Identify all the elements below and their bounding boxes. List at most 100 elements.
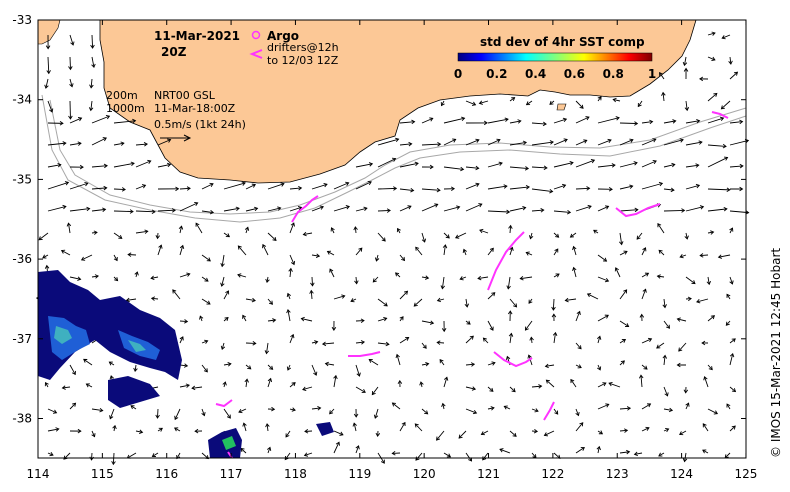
map-date: 11-Mar-2021 xyxy=(154,29,240,43)
current-vector xyxy=(157,186,180,192)
current-vector xyxy=(663,407,674,413)
current-vector xyxy=(597,186,613,192)
current-vector xyxy=(685,163,700,168)
current-vector xyxy=(553,248,559,256)
current-vector xyxy=(47,100,54,113)
current-vector xyxy=(91,430,96,438)
x-tick-label: 117 xyxy=(220,467,243,481)
current-vector xyxy=(641,159,657,168)
x-tick-label: 123 xyxy=(606,467,629,481)
current-vector xyxy=(267,298,273,305)
current-vector xyxy=(662,354,668,366)
sst-patch-south xyxy=(108,376,160,408)
current-vector xyxy=(264,342,270,355)
current-vector xyxy=(597,276,610,283)
current-vector xyxy=(125,297,137,303)
current-vector xyxy=(333,205,350,212)
current-vector xyxy=(89,78,94,89)
current-vector xyxy=(113,187,126,192)
isobath-1000-label: 1000m xyxy=(106,102,145,115)
current-vector xyxy=(289,254,296,266)
drifter-track-2 xyxy=(487,231,525,291)
drifter-track-5 xyxy=(493,351,533,368)
current-vector xyxy=(729,425,736,432)
current-vector xyxy=(729,71,739,80)
current-vector xyxy=(91,185,108,191)
current-vector xyxy=(223,181,246,190)
current-vector xyxy=(575,116,590,124)
current-vector xyxy=(311,182,328,190)
current-vector xyxy=(68,56,73,71)
current-vector xyxy=(303,452,313,457)
current-vector xyxy=(135,209,156,214)
current-vector xyxy=(157,162,172,168)
current-vector xyxy=(597,116,620,124)
current-vector xyxy=(69,206,91,212)
current-vector xyxy=(355,340,366,345)
y-axis: -33 -34 -35 -36 -37 -38 xyxy=(12,13,746,426)
current-vector xyxy=(685,276,696,285)
colorbar-gradient xyxy=(457,52,653,62)
current-vector xyxy=(487,361,496,366)
current-vector xyxy=(575,447,585,454)
current-vector xyxy=(66,222,72,234)
current-vector xyxy=(377,341,390,347)
current-vector xyxy=(333,294,346,300)
current-vector xyxy=(525,251,533,256)
current-vector xyxy=(683,67,689,80)
current-vector xyxy=(707,364,713,371)
current-vector xyxy=(69,164,84,170)
current-vector xyxy=(641,272,650,278)
current-vector xyxy=(329,408,335,415)
current-vector xyxy=(179,244,185,256)
current-vector xyxy=(179,186,191,191)
current-vector xyxy=(641,138,657,146)
current-vector xyxy=(286,308,291,322)
current-vector xyxy=(245,364,252,370)
current-vector xyxy=(593,229,599,234)
current-vector xyxy=(88,100,94,112)
current-vector xyxy=(199,315,204,322)
current-vector xyxy=(487,161,503,168)
current-vector xyxy=(508,332,514,344)
current-vector xyxy=(421,164,434,170)
current-vector xyxy=(597,205,610,212)
drifter-track-6 xyxy=(543,401,555,421)
current-vector xyxy=(157,244,163,256)
current-vector xyxy=(659,71,665,80)
current-vector xyxy=(220,342,226,350)
current-vector xyxy=(509,386,516,393)
current-vector xyxy=(286,364,292,371)
current-vector xyxy=(289,382,296,388)
current-vector xyxy=(663,138,684,146)
current-vector xyxy=(720,100,731,110)
current-vector xyxy=(399,316,404,322)
current-vector xyxy=(395,353,401,366)
current-vector xyxy=(355,247,363,256)
current-vector xyxy=(528,298,533,304)
current-vector xyxy=(201,298,211,305)
current-vector xyxy=(179,363,189,368)
current-vector xyxy=(707,56,716,61)
current-vector xyxy=(150,275,159,281)
current-vector xyxy=(658,249,665,256)
current-vector xyxy=(487,117,509,124)
current-vector xyxy=(477,275,489,281)
current-vector xyxy=(421,232,427,243)
current-vector xyxy=(619,289,628,300)
current-vector xyxy=(658,452,665,457)
current-vector xyxy=(47,204,67,212)
isobath-200-label: 200m xyxy=(106,89,138,102)
current-vector xyxy=(179,272,191,278)
current-vector xyxy=(707,156,729,168)
current-vector xyxy=(465,335,474,344)
current-vector xyxy=(641,288,647,300)
current-vector xyxy=(262,243,269,256)
current-vector xyxy=(506,276,511,290)
current-vector xyxy=(326,250,335,256)
current-vector xyxy=(465,320,471,325)
current-vector xyxy=(707,187,731,193)
drifter-track-4 xyxy=(348,351,381,357)
current-vector xyxy=(586,293,599,300)
current-vector xyxy=(69,428,82,434)
